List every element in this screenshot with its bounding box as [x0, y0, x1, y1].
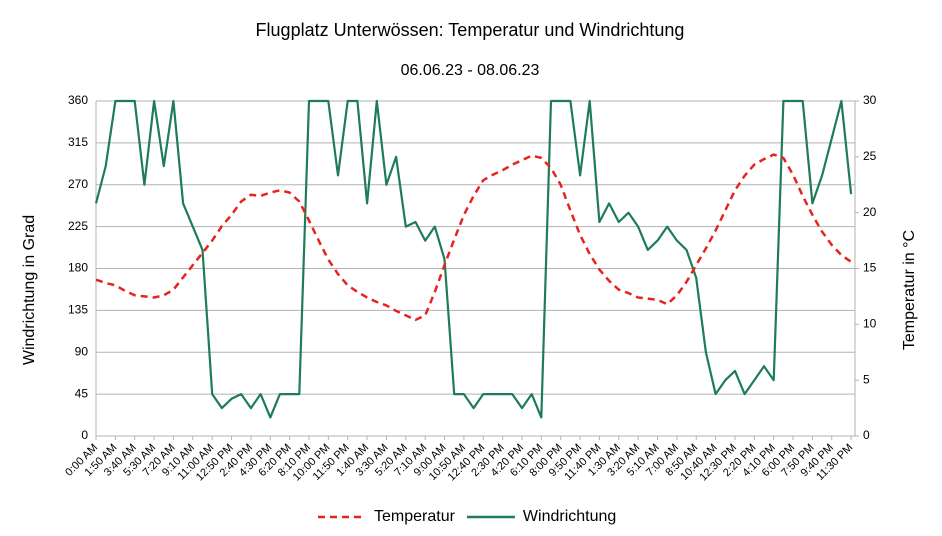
y2-tick-label: 5 — [863, 372, 870, 386]
y-tick-label: 180 — [68, 261, 88, 275]
y2-tick-label: 25 — [863, 149, 877, 163]
series-line — [95, 153, 852, 322]
series-line — [94, 99, 853, 419]
y2-tick-label: 30 — [863, 93, 877, 107]
y2-axis-label: Temperatur in °C — [901, 230, 918, 350]
y-tick-label: 315 — [68, 135, 88, 149]
chart-title: Flugplatz Unterwössen: Temperatur und Wi… — [256, 20, 685, 40]
chart-subtitle: 06.06.23 - 08.06.23 — [401, 62, 540, 79]
y-tick-label: 360 — [68, 93, 88, 107]
y-tick-label: 225 — [68, 219, 88, 233]
y-tick-label: 45 — [75, 386, 89, 400]
y2-tick-label: 15 — [863, 261, 877, 275]
y-axis-label: Windrichtung in Grad — [21, 215, 38, 365]
legend-label: Temperatur — [374, 508, 456, 525]
y-tick-label: 135 — [68, 303, 88, 317]
y2-tick-label: 0 — [863, 428, 870, 442]
y-tick-label: 0 — [81, 428, 88, 442]
y-tick-label: 90 — [75, 344, 89, 358]
y-tick-label: 270 — [68, 177, 88, 191]
y2-tick-label: 10 — [863, 317, 877, 331]
legend-label: Windrichtung — [523, 508, 616, 525]
y2-tick-label: 20 — [863, 205, 877, 219]
